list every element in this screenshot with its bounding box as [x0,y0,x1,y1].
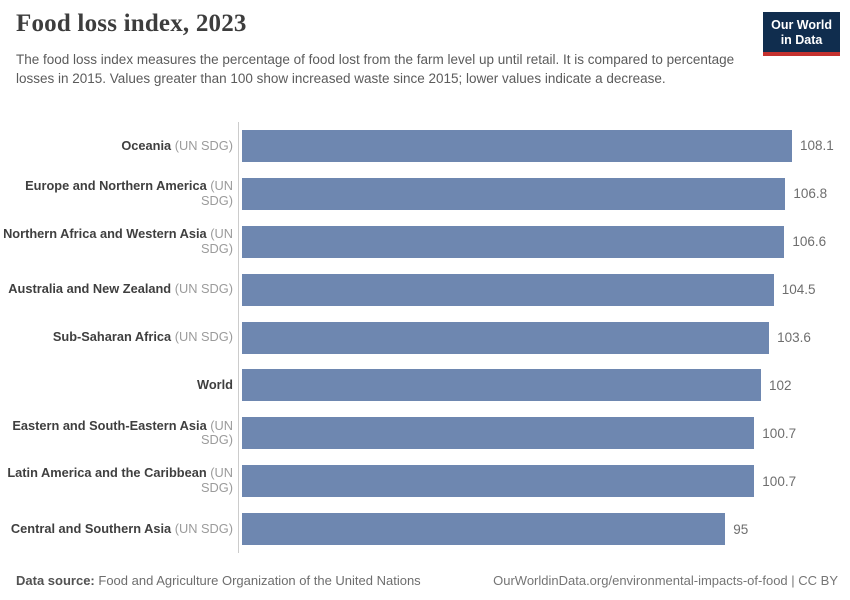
chart-row: World 102 [0,361,850,409]
entity-qualifier: (UN SDG) [171,137,233,153]
row-label: Latin America and the Caribbean (UN SDG) [0,466,239,495]
bar-cell: 100.7 [239,417,850,450]
owid-logo-line2: in Data [780,33,823,47]
row-label: Sub-Saharan Africa (UN SDG) [0,329,239,345]
row-label: World [0,377,239,393]
entity-qualifier: (UN SDG) [201,417,233,448]
entity-qualifier: (UN SDG) [171,329,233,345]
bar-value-label: 106.8 [793,186,828,202]
entity-name: World [196,377,233,393]
bar[interactable] [242,129,792,162]
bar-value-label: 100.7 [762,425,797,441]
entity-qualifier: (UN SDG) [201,465,233,496]
chart-row: Sub-Saharan Africa (UN SDG) 103.6 [0,314,850,362]
row-label: Eastern and South-Eastern Asia (UN SDG) [0,417,239,448]
footer-link[interactable]: OurWorldinData.org/environmental-impacts… [493,573,838,588]
chart-row: Central and Southern Asia (UN SDG) 95 [0,505,850,553]
entity-name: Eastern and South-Eastern Asia [12,417,207,433]
bar-value-label: 103.6 [777,330,811,345]
entity-qualifier: (UN SDG) [201,226,233,256]
entity-name: Australia and New Zealand [8,281,172,297]
bar-cell: 95 [239,513,850,546]
bar-chart: Oceania (UN SDG) 108.1 Europe and Northe… [0,122,850,553]
chart-subtitle: The food loss index measures the percent… [16,52,735,87]
chart-rows: Oceania (UN SDG) 108.1 Europe and Northe… [0,122,850,553]
bar-cell: 102 [239,369,850,402]
bar[interactable] [242,417,755,450]
entity-name: Oceania [121,137,172,153]
bar[interactable] [242,177,786,210]
entity-name: Northern Africa and Western Asia [3,226,207,242]
data-source-text: Food and Agriculture Organization of the… [98,573,421,588]
bar-value-label: 106.6 [792,234,827,250]
owid-logo[interactable]: Our World in Data [763,12,840,56]
row-label: Australia and New Zealand (UN SDG) [0,281,239,297]
bar-cell: 104.5 [239,273,850,306]
row-label: Oceania (UN SDG) [0,137,239,154]
row-label: Central and Southern Asia (UN SDG) [0,520,239,537]
chart-row: Australia and New Zealand (UN SDG) 104.5 [0,266,850,314]
data-source-label: Data source: [16,573,95,588]
bar[interactable] [242,513,726,546]
entity-qualifier: (UN SDG) [171,281,233,297]
chart-row: Eastern and South-Eastern Asia (UN SDG) … [0,409,850,457]
bar-value-label: 102 [769,377,792,393]
chart-row: Europe and Northern America (UN SDG) 106… [0,170,850,218]
page-title: Food loss index, 2023 [16,10,247,37]
bar[interactable] [242,465,755,498]
bar[interactable] [242,321,770,354]
bar-cell: 106.6 [239,225,850,258]
bar[interactable] [242,369,761,402]
entity-name: Europe and Northern America [25,178,207,194]
bar-cell: 100.7 [239,465,850,498]
row-label: Northern Africa and Western Asia (UN SDG… [0,226,239,256]
chart-footer: Data source: Food and Agriculture Organi… [16,573,838,588]
bar-cell: 106.8 [239,177,850,210]
entity-name: Latin America and the Caribbean [7,465,207,481]
entity-qualifier: (UN SDG) [171,520,233,536]
bar-value-label: 104.5 [781,282,816,298]
bar-value-label: 100.7 [762,473,797,489]
data-source: Data source: Food and Agriculture Organi… [16,573,421,588]
entity-name: Sub-Saharan Africa [52,329,172,345]
bar-cell: 108.1 [239,129,850,162]
entity-qualifier: (UN SDG) [201,178,233,208]
bar-cell: 103.6 [239,321,850,354]
bar[interactable] [242,273,774,306]
bar-value-label: 95 [733,521,749,537]
row-label: Europe and Northern America (UN SDG) [0,178,239,208]
y-axis-line [238,122,239,553]
chart-row: Northern Africa and Western Asia (UN SDG… [0,218,850,266]
bar[interactable] [242,225,785,258]
owid-logo-line1: Our World [771,18,832,32]
chart-row: Oceania (UN SDG) 108.1 [0,122,850,170]
chart-row: Latin America and the Caribbean (UN SDG)… [0,457,850,505]
bar-value-label: 108.1 [800,138,834,154]
entity-name: Central and Southern Asia [10,520,172,536]
